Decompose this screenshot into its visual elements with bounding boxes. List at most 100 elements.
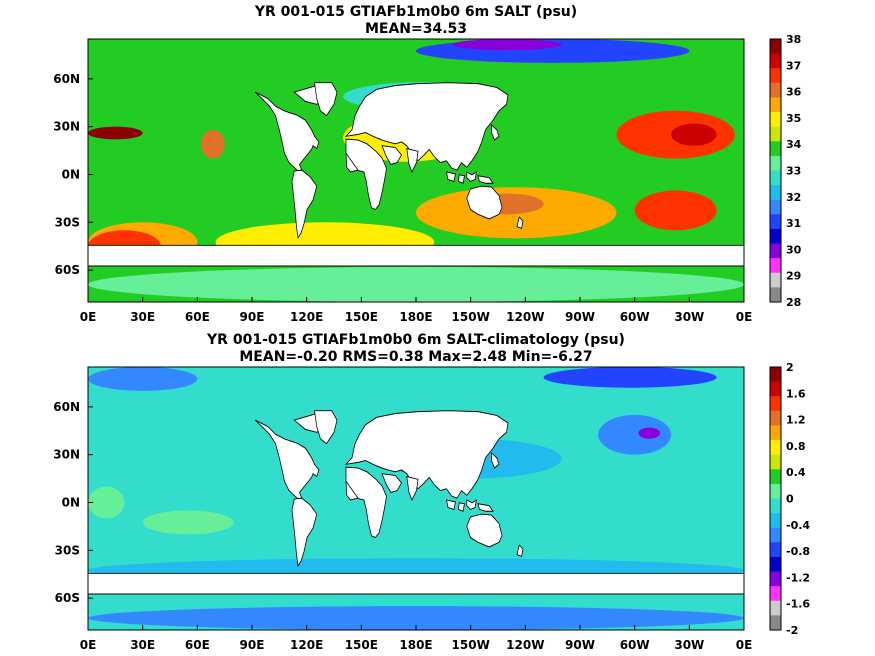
top-colorbar-swatch	[770, 243, 781, 259]
top-colorbar: 38 37 36 35 34 33 32 31 30 29 28	[769, 33, 802, 309]
bottom-chart-title: YR 001-015 GTIAFb1m0b0 6m SALT-climatolo…	[206, 332, 625, 348]
top-x-tick-label: 60W	[620, 310, 650, 324]
bottom-x-tick-label: 90E	[240, 638, 265, 652]
bottom-colorbar-swatch	[770, 513, 781, 529]
bottom-colorbar-label: 1.2	[786, 414, 806, 427]
bottom-y-tick-label: 30S	[55, 543, 80, 557]
bottom-region-4	[598, 414, 672, 455]
top-y-tick-label: 30S	[55, 215, 80, 229]
top-colorbar-swatch	[770, 272, 781, 288]
top-x-tick-label: 90E	[240, 310, 265, 324]
top-colorbar-swatch	[770, 97, 781, 113]
bottom-colorbar-label: 1.6	[786, 387, 806, 400]
bottom-colorbar: 2 1.6 1.2 0.8 0.4 0 -0.4 -0.8 -1.2 -1.6 -2	[769, 361, 810, 637]
top-x-axis: 0E 30E 60E 90E 120E 150E 180E 150W 120W 90W 60W 30W…	[80, 297, 752, 324]
top-region-13	[452, 39, 562, 51]
bottom-colorbar-label: 2	[786, 361, 794, 374]
top-colorbar-swatch	[770, 141, 781, 157]
top-colorbar-label: 30	[786, 243, 802, 256]
top-x-tick-label: 30E	[130, 310, 155, 324]
bottom-x-tick-label: 0E	[80, 638, 97, 652]
top-colorbar-label: 33	[786, 165, 801, 178]
bottom-x-axis: 0E 30E 60E 90E 120E 150E 180E 150W 120W 90W 60W 30W…	[80, 625, 753, 652]
bottom-x-tick-label: 90W	[565, 638, 595, 652]
top-colorbar-swatch	[770, 199, 781, 215]
bottom-y-tick-label: 30N	[53, 448, 80, 462]
bottom-colorbar-swatch	[770, 571, 781, 587]
top-colorbar-label: 32	[786, 191, 801, 204]
top-region-9	[671, 123, 717, 146]
top-colorbar-label: 34	[786, 138, 802, 151]
bottom-region-5	[638, 427, 661, 439]
top-colorbar-swatch	[770, 53, 781, 69]
top-region-14	[88, 126, 143, 140]
top-colorbar-label: 29	[786, 270, 801, 283]
top-colorbar-label: 35	[786, 112, 801, 125]
top-colorbar-label: 37	[786, 59, 801, 72]
bottom-colorbar-swatch	[770, 367, 781, 383]
bottom-colorbar-swatch	[770, 425, 781, 441]
top-colorbar-swatch	[770, 68, 781, 84]
top-map-panel	[87, 38, 745, 303]
top-x-tick-label: 90W	[565, 310, 595, 324]
top-region-10	[88, 266, 744, 302]
bottom-colorbar-label: 0.4	[786, 466, 806, 479]
bottom-colorbar-label: -0.8	[786, 545, 810, 558]
bottom-colorbar-swatch	[770, 483, 781, 499]
top-colorbar-swatch	[770, 82, 781, 98]
bottom-colorbar-swatch	[770, 527, 781, 543]
bottom-colorbar-label: -1.6	[786, 598, 810, 611]
top-y-tick-label: 60S	[55, 263, 80, 277]
bottom-x-tick-label: 150W	[452, 638, 490, 652]
bottom-x-tick-label: 30W	[674, 638, 704, 652]
top-x-tick-label: 120E	[290, 310, 323, 324]
top-colorbar-label: 31	[786, 217, 801, 230]
top-x-tick-label: 150E	[345, 310, 378, 324]
bottom-colorbar-label: -2	[786, 624, 798, 637]
top-colorbar-swatch	[770, 258, 781, 274]
bottom-colorbar-swatch	[770, 498, 781, 514]
bottom-colorbar-swatch	[770, 410, 781, 426]
top-colorbar-swatch	[770, 170, 781, 186]
bottom-region-7	[88, 367, 198, 391]
top-colorbar-swatch	[770, 112, 781, 128]
bottom-colorbar-swatch	[770, 469, 781, 485]
top-colorbar-swatch	[770, 126, 781, 142]
bottom-colorbar-swatch	[770, 556, 781, 573]
bottom-y-axis: 60N 30N 0N 30S 60S	[53, 400, 93, 605]
top-x-tick-label: 120W	[506, 310, 544, 324]
bottom-colorbar-swatch	[770, 381, 781, 397]
bottom-colorbar-label: 0.8	[786, 440, 806, 453]
top-colorbar-label: 38	[786, 33, 801, 46]
bottom-region-8	[543, 367, 717, 388]
top-colorbar-label: 36	[786, 86, 802, 99]
top-x-tick-label: 150W	[452, 310, 490, 324]
top-x-tick-label: 60E	[185, 310, 210, 324]
top-colorbar-swatch	[770, 155, 781, 171]
top-y-axis: 60N 30N 0N 30S 60S	[53, 72, 93, 277]
top-colorbar-frame	[769, 38, 782, 303]
bottom-colorbar-swatch	[770, 600, 781, 616]
top-x-tick-label: 0E	[80, 310, 97, 324]
top-y-tick-label: 60N	[53, 72, 80, 86]
top-colorbar-swatch	[770, 228, 781, 245]
top-y-tick-label: 30N	[53, 120, 80, 134]
bottom-colorbar-swatch	[770, 542, 781, 558]
top-x-tick-label: 30W	[674, 310, 704, 324]
bottom-y-tick-label: 60S	[55, 591, 80, 605]
bottom-x-tick-label: 120W	[506, 638, 544, 652]
bottom-colorbar-swatch	[770, 454, 781, 470]
top-x-tick-label: 180E	[399, 310, 432, 324]
top-y-tick-label: 0N	[62, 167, 80, 181]
bottom-y-tick-label: 0N	[62, 495, 80, 509]
bottom-colorbar-label: -0.4	[786, 519, 810, 532]
bottom-x-tick-label: 0E	[736, 638, 753, 652]
top-colorbar-swatch	[770, 214, 781, 230]
bottom-x-tick-label: 180E	[399, 638, 432, 652]
top-colorbar-label: 28	[786, 296, 801, 309]
top-colorbar-swatch	[770, 39, 781, 55]
bottom-colorbar-frame	[769, 366, 782, 631]
bottom-x-tick-label: 60W	[620, 638, 650, 652]
bottom-x-tick-label: 120E	[290, 638, 323, 652]
